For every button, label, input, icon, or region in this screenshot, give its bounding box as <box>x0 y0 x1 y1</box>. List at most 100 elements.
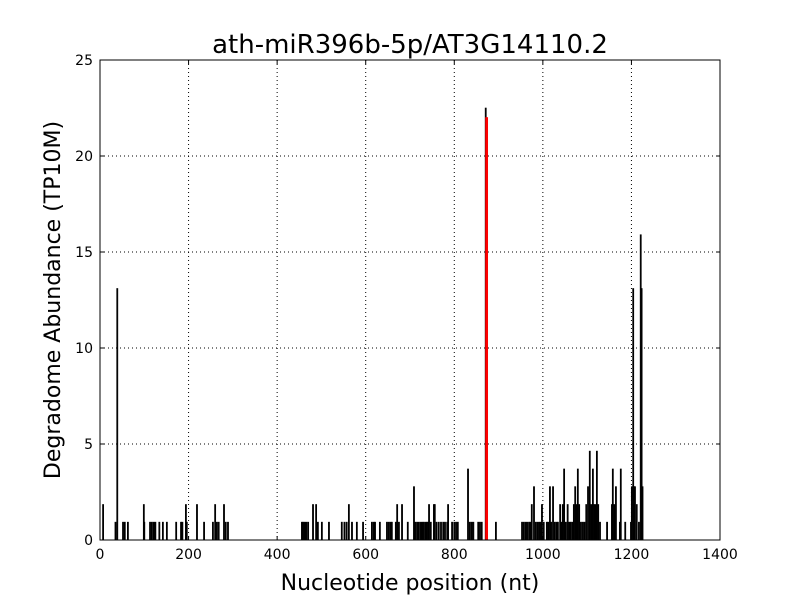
bar <box>355 521 358 541</box>
bar <box>437 521 440 541</box>
bar <box>578 504 581 541</box>
bar <box>152 521 155 541</box>
bar <box>588 450 591 541</box>
bar <box>154 521 157 541</box>
bar <box>581 521 584 541</box>
bar <box>149 521 151 541</box>
bar <box>425 521 428 541</box>
bar <box>538 521 541 541</box>
bar <box>212 521 214 541</box>
bar <box>630 486 633 541</box>
bar <box>406 521 409 541</box>
plot-frame <box>99 59 721 541</box>
bar <box>315 504 318 541</box>
bar <box>442 521 445 541</box>
bar <box>541 504 543 541</box>
bar <box>444 521 446 541</box>
bar <box>635 504 638 541</box>
bar <box>477 521 480 541</box>
bar <box>223 504 225 541</box>
bar <box>180 521 182 541</box>
bar <box>424 521 427 541</box>
bar <box>307 521 310 541</box>
bar <box>528 521 531 541</box>
bar <box>566 504 569 541</box>
bar <box>590 504 593 541</box>
bar <box>472 521 475 541</box>
bar <box>526 521 529 541</box>
bar <box>534 521 537 541</box>
bar <box>572 504 575 541</box>
y-tick-label: 20 <box>75 149 93 165</box>
bar <box>433 504 436 541</box>
bar <box>613 504 616 541</box>
bar <box>533 486 535 541</box>
bar <box>470 521 473 541</box>
x-tick-label: 800 <box>441 547 468 563</box>
bar <box>301 521 303 541</box>
bar <box>372 521 375 541</box>
bar <box>611 468 614 541</box>
bar <box>165 521 168 541</box>
bar <box>122 521 124 541</box>
bar <box>456 521 459 541</box>
x-tick-label: 400 <box>264 547 291 563</box>
bar <box>574 486 577 541</box>
bar <box>351 521 353 541</box>
bar <box>161 521 164 541</box>
bar <box>421 521 424 541</box>
bar <box>587 486 589 541</box>
bar <box>615 486 617 541</box>
bar <box>328 521 330 541</box>
bar <box>575 504 578 541</box>
chart-title: ath-miR396b-5p/AT3G14110.2 <box>212 30 608 60</box>
bar <box>185 521 188 541</box>
bar <box>343 521 346 541</box>
bar <box>569 521 572 541</box>
x-axis-label: Nucleotide position (nt) <box>281 571 540 596</box>
bar <box>387 521 390 541</box>
bar <box>593 504 596 541</box>
bar <box>619 468 622 541</box>
bar <box>116 288 119 541</box>
bar <box>591 468 594 541</box>
bar <box>303 521 306 541</box>
bar <box>594 504 597 541</box>
y-axis-label: Degradome Abundance (TP10M) <box>41 121 66 479</box>
bar <box>386 521 388 541</box>
bars <box>102 107 644 541</box>
bar <box>595 450 598 541</box>
bar <box>143 521 146 541</box>
bar <box>396 504 399 541</box>
bar <box>312 504 314 541</box>
bar <box>123 521 126 541</box>
bar <box>413 486 415 541</box>
bar <box>549 486 551 541</box>
bar <box>127 521 129 541</box>
bar <box>468 521 471 541</box>
ticks: 0 200 400 600 800 1000 1200 1400 0 5 10 15 20 25 <box>75 53 738 563</box>
bar <box>522 521 525 541</box>
bar <box>552 486 554 541</box>
x-tick-label: 600 <box>352 547 379 563</box>
bar <box>557 521 559 541</box>
bar <box>401 504 403 541</box>
highlight-bar <box>485 117 489 541</box>
bar <box>394 521 397 541</box>
bar <box>467 468 469 541</box>
bar <box>214 504 217 541</box>
x-tick-label: 0 <box>96 547 105 563</box>
bar <box>479 521 481 541</box>
bar <box>547 521 550 541</box>
bar <box>340 521 343 541</box>
bar <box>102 504 105 541</box>
bar <box>524 521 527 541</box>
y-tick-label: 0 <box>84 533 93 549</box>
x-tick-label: 1000 <box>525 547 561 563</box>
bar <box>435 521 438 541</box>
bar <box>564 521 567 541</box>
x-tick-label: 1200 <box>614 547 650 563</box>
bar <box>389 521 392 541</box>
y-tick-label: 5 <box>84 437 93 453</box>
bar <box>530 504 533 541</box>
